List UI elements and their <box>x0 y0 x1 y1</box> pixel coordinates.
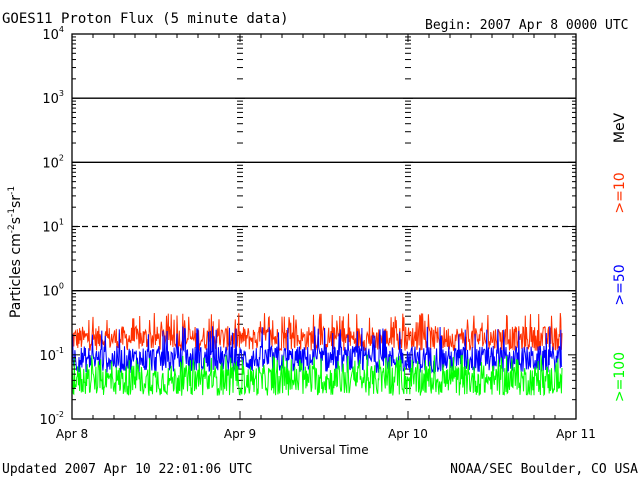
y-tick-label: 101 <box>42 218 64 236</box>
y-tick-label: 103 <box>42 89 64 107</box>
source-label: NOAA/SEC Boulder, CO USA <box>450 462 638 477</box>
y-tick-label: 10-2 <box>39 410 64 428</box>
begin-label: Begin: 2007 Apr 8 0000 UTC <box>425 18 629 33</box>
x-tick-label: Apr 11 <box>556 427 596 441</box>
y-tick-label: 100 <box>42 282 64 300</box>
y-tick-labels: 10-2 10-1 100 101 102 103 104 <box>39 25 64 428</box>
y-tick-label: 102 <box>42 153 64 171</box>
series-layer <box>71 312 563 397</box>
x-tick-labels: Apr 8 Apr 9 Apr 10 Apr 11 <box>56 427 596 441</box>
updated-label: Updated 2007 Apr 10 22:01:06 UTC <box>2 462 252 477</box>
series-line-1 <box>71 326 563 375</box>
series-line-0 <box>71 312 563 352</box>
y-tick-label: 10-1 <box>39 346 64 364</box>
plot-grid <box>72 33 576 420</box>
x-tick-label: Apr 8 <box>56 427 88 441</box>
x-tick-label: Apr 9 <box>224 427 256 441</box>
series-line-2 <box>71 354 563 397</box>
x-axis-label: Universal Time <box>279 443 368 457</box>
unit-label: MeV <box>612 112 628 143</box>
y-tick-label: 104 <box>42 25 64 43</box>
legend-ge100: >=100 <box>612 352 628 402</box>
chart-title: GOES11 Proton Flux (5 minute data) <box>2 11 289 27</box>
legend-ge10: >=10 <box>612 172 628 213</box>
legend-ge50: >=50 <box>612 264 628 305</box>
y-axis-label: Particles cm-2s-1sr-1 <box>7 186 24 318</box>
plot-frame <box>71 33 577 420</box>
x-tick-label: Apr 10 <box>388 427 428 441</box>
